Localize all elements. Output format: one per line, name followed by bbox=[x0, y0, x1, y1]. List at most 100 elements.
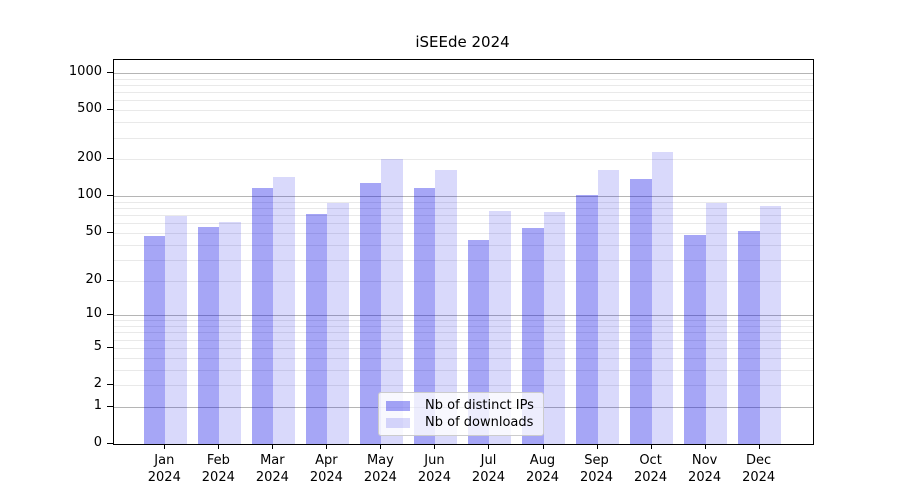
y-tick-label: 0 bbox=[93, 435, 102, 450]
y-tick-mark bbox=[107, 158, 113, 160]
y-tick-label: 500 bbox=[77, 101, 102, 117]
bar-downloads bbox=[759, 205, 782, 444]
gridline-minor bbox=[114, 215, 813, 217]
y-tick-mark bbox=[107, 346, 113, 348]
y-tick-mark bbox=[107, 443, 113, 444]
x-tick-mark bbox=[218, 444, 220, 449]
gridline-minor bbox=[114, 339, 813, 341]
x-tick-mark bbox=[326, 444, 328, 449]
bar-downloads bbox=[327, 203, 349, 444]
y-tick-mark bbox=[107, 384, 113, 385]
gridline-minor bbox=[114, 159, 813, 161]
bar-downloads bbox=[705, 203, 728, 444]
gridline-minor bbox=[114, 326, 813, 328]
bar-distinct-ips bbox=[143, 236, 166, 444]
gridline-minor bbox=[114, 110, 813, 112]
x-tick-mark bbox=[596, 444, 598, 449]
bar-distinct-ips bbox=[738, 230, 760, 444]
x-tick-mark bbox=[380, 444, 382, 449]
x-tick-mark bbox=[758, 444, 760, 449]
gridline-minor bbox=[114, 244, 813, 246]
bar-downloads bbox=[381, 158, 403, 444]
legend-swatch-downloads bbox=[386, 417, 410, 428]
x-tick-mark bbox=[272, 444, 274, 449]
bar-downloads bbox=[651, 151, 674, 444]
x-tick-label: Oct 2024 bbox=[634, 453, 668, 485]
gridline-minor bbox=[114, 232, 813, 234]
x-tick-mark bbox=[542, 444, 544, 449]
legend: Nb of distinct IPs Nb of downloads bbox=[378, 392, 544, 436]
y-tick-label: 200 bbox=[77, 150, 102, 166]
gridline-minor bbox=[114, 347, 813, 349]
gridline-major bbox=[114, 73, 813, 75]
y-tick-mark bbox=[107, 314, 113, 316]
x-tick-label: Jun 2024 bbox=[417, 453, 451, 485]
bar-downloads bbox=[543, 211, 565, 444]
y-tick-label: 10 bbox=[85, 306, 102, 322]
x-tick-label: May 2024 bbox=[363, 453, 397, 485]
x-tick-label: Nov 2024 bbox=[688, 453, 722, 485]
y-tick-mark bbox=[107, 231, 113, 233]
bar-distinct-ips bbox=[197, 226, 220, 444]
legend-swatch-distinct-ips bbox=[386, 400, 410, 411]
gridline-minor bbox=[114, 137, 813, 139]
gridline-minor bbox=[114, 259, 813, 261]
legend-item-downloads: Nb of downloads bbox=[386, 415, 536, 430]
y-tick-label: 100 bbox=[77, 187, 102, 203]
y-tick-label: 1 bbox=[93, 397, 102, 413]
bar-distinct-ips bbox=[576, 195, 598, 444]
y-tick-label: 5 bbox=[93, 338, 102, 354]
bar-downloads bbox=[273, 177, 295, 444]
plot-area bbox=[113, 59, 814, 445]
bar-distinct-ips bbox=[522, 227, 544, 444]
bar-distinct-ips bbox=[413, 188, 436, 444]
bar-downloads bbox=[435, 169, 457, 444]
x-tick-label: Jan 2024 bbox=[147, 453, 181, 485]
gridline-minor bbox=[114, 85, 813, 86]
gridline-minor bbox=[114, 223, 813, 225]
gridline-minor bbox=[114, 369, 813, 371]
chart-title: iSEEde 2024 bbox=[415, 33, 510, 51]
legend-label-downloads: Nb of downloads bbox=[425, 415, 534, 430]
x-tick-label: Jul 2024 bbox=[471, 453, 506, 485]
bar-distinct-ips bbox=[630, 179, 652, 444]
legend-item-distinct-ips: Nb of distinct IPs bbox=[386, 398, 536, 413]
y-tick-label: 1000 bbox=[68, 64, 102, 80]
bar-downloads bbox=[219, 221, 241, 444]
x-tick-label: Sep 2024 bbox=[579, 453, 614, 485]
y-tick-mark bbox=[107, 405, 113, 407]
gridline-major bbox=[114, 196, 813, 198]
y-tick-label: 20 bbox=[85, 271, 102, 287]
bar-distinct-ips bbox=[359, 183, 382, 444]
y-tick-mark bbox=[107, 72, 113, 74]
bar-distinct-ips bbox=[305, 213, 328, 444]
bar-downloads bbox=[597, 169, 620, 444]
x-tick-mark bbox=[164, 444, 166, 449]
x-tick-label: Dec 2024 bbox=[742, 453, 776, 485]
gridline-minor bbox=[114, 385, 813, 386]
gridline-minor bbox=[114, 320, 813, 322]
x-tick-mark bbox=[704, 444, 706, 449]
x-tick-mark bbox=[488, 444, 490, 449]
x-tick-label: Mar 2024 bbox=[255, 453, 289, 485]
gridline-minor bbox=[114, 78, 813, 80]
gridline-major bbox=[114, 315, 813, 317]
x-tick-label: Apr 2024 bbox=[309, 453, 343, 485]
bar-downloads bbox=[489, 210, 511, 444]
y-tick-mark bbox=[107, 109, 113, 111]
x-tick-label: Feb 2024 bbox=[201, 453, 235, 485]
gridline-minor bbox=[114, 357, 813, 359]
gridline-minor bbox=[114, 100, 813, 102]
y-tick-label: 50 bbox=[85, 223, 102, 239]
y-tick-label: 2 bbox=[93, 376, 102, 391]
x-tick-label: Aug 2024 bbox=[525, 453, 560, 485]
bar-distinct-ips bbox=[684, 235, 706, 444]
bar-distinct-ips bbox=[251, 187, 274, 444]
x-tick-mark bbox=[650, 444, 652, 449]
gridline-minor bbox=[114, 92, 813, 94]
x-tick-mark bbox=[434, 444, 436, 449]
gridline-minor bbox=[114, 332, 813, 334]
gridline-minor bbox=[114, 280, 813, 282]
y-tick-mark bbox=[107, 195, 113, 197]
